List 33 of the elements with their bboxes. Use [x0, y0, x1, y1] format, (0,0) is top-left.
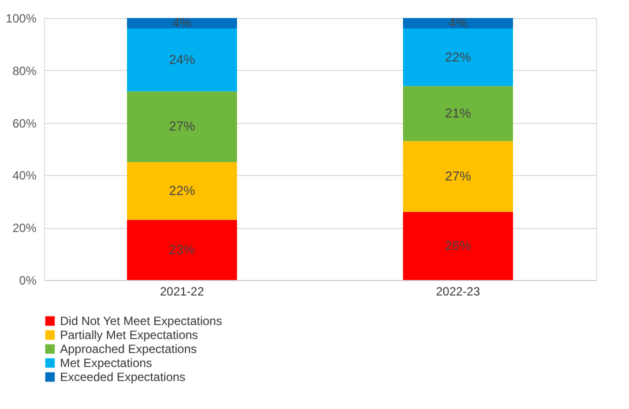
- bar: [403, 212, 513, 280]
- y-tick-label: 0%: [19, 274, 37, 288]
- text: 4%: [448, 15, 468, 30]
- legend-label: Did Not Yet Meet Expectations: [60, 314, 222, 328]
- bar: [127, 162, 237, 220]
- bar: [127, 28, 237, 92]
- bar: [403, 18, 513, 28]
- bar: [127, 18, 237, 28]
- text: 22%: [168, 182, 196, 198]
- legend-label: Approached Expectations: [60, 342, 197, 356]
- y-tick-label: 100%: [6, 12, 37, 26]
- legend-label: Partially Met Expectations: [60, 328, 198, 342]
- x-tick-label: 2021-22: [160, 284, 204, 298]
- bar: [127, 220, 237, 280]
- x-tick-label: 2022-23: [436, 284, 480, 298]
- legend-label: Exceeded Expectations: [60, 370, 186, 384]
- text: 27%: [444, 168, 472, 184]
- bar: [403, 86, 513, 142]
- text: 26%: [444, 238, 472, 253]
- bar: [127, 91, 237, 162]
- y-tick-label: 20%: [12, 221, 37, 236]
- text: 21%: [444, 106, 472, 121]
- text: 4%: [172, 15, 192, 30]
- text: 23%: [168, 242, 196, 257]
- text: 24%: [168, 52, 196, 67]
- bar: [403, 28, 513, 86]
- y-tick-label: 80%: [12, 64, 37, 78]
- legend-label: Met Expectations: [60, 356, 152, 370]
- y-tick-label: 40%: [12, 168, 37, 183]
- text: 22%: [444, 49, 472, 64]
- y-tick-label: 60%: [12, 116, 37, 130]
- text: 27%: [168, 118, 196, 134]
- bar: [403, 141, 513, 212]
